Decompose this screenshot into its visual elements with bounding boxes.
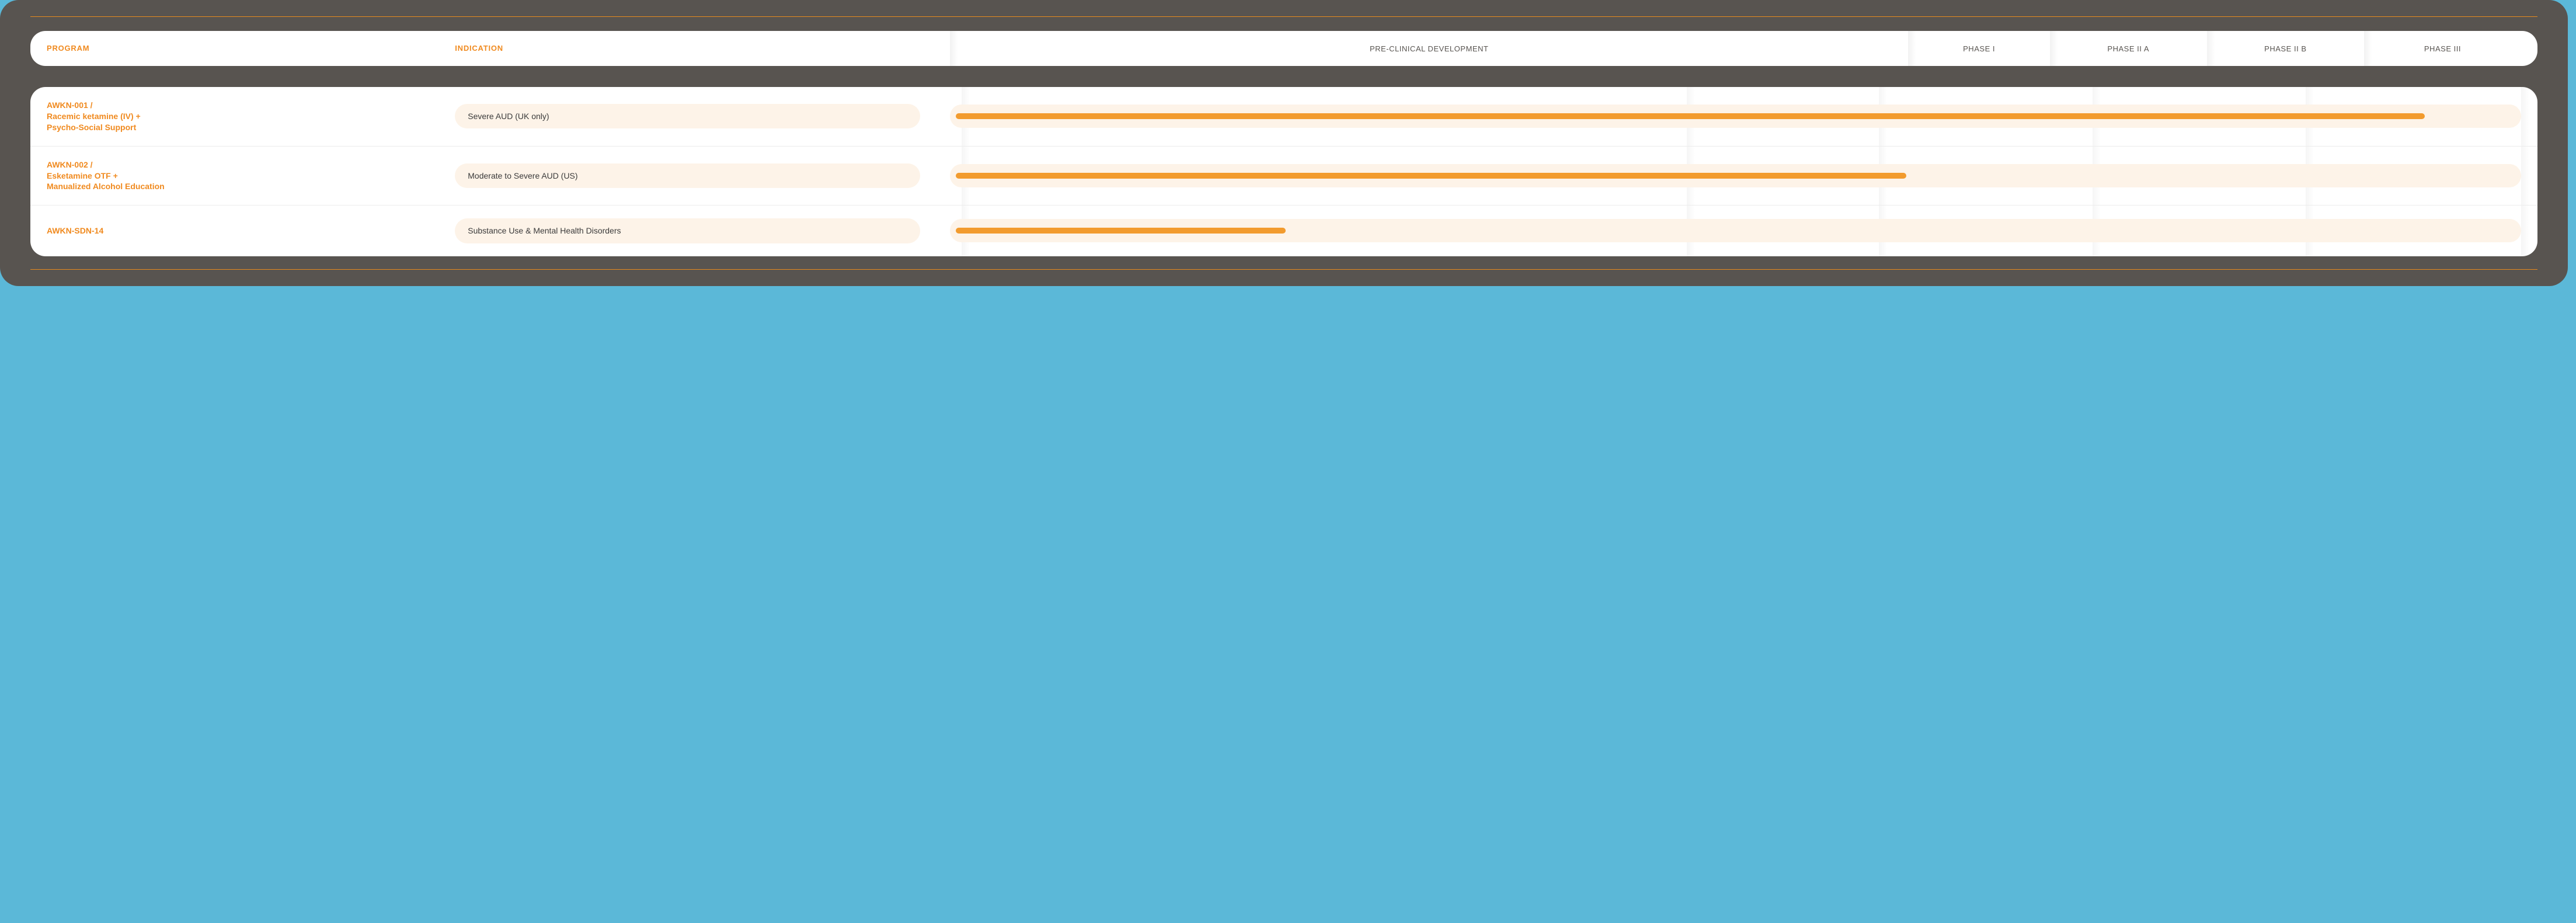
pipeline-row: AWKN-001 /Racemic ketamine (IV) +Psycho-… [30,87,2537,146]
program-name: AWKN-002 /Esketamine OTF +Manualized Alc… [47,159,455,193]
indication-pill: Moderate to Severe AUD (US) [455,163,920,188]
phase-separator [1908,31,1916,66]
header-indication-label: INDICATION [455,44,503,53]
bottom-rule [30,269,2537,270]
progress-bar [956,228,1286,234]
pipeline-row: AWKN-002 /Esketamine OTF +Manualized Alc… [30,146,2537,206]
progress-track [950,219,2521,242]
progress-bar [956,173,1906,179]
phase-separator [2207,31,2215,66]
program-name: AWKN-001 /Racemic ketamine (IV) +Psycho-… [47,100,455,133]
phase-header-label: PHASE II A [2107,44,2149,53]
pipeline-header: PROGRAM INDICATION PRE-CLINICAL DEVELOPM… [30,31,2537,66]
phase-separator [2050,31,2058,66]
phase-header-cell: PHASE II B [2207,44,2364,53]
pipeline-row: AWKN-SDN-14Substance Use & Mental Health… [30,205,2537,256]
phase-header-label: PHASE II B [2264,44,2306,53]
indication-pill: Substance Use & Mental Health Disorders [455,218,920,243]
phase-separator [2364,31,2372,66]
phase-separator [950,31,958,66]
program-name: AWKN-SDN-14 [47,225,455,236]
phase-header-label: PHASE III [2424,44,2461,53]
progress-track [950,105,2521,128]
header-program-label: PROGRAM [47,44,89,53]
phase-header-cell: PHASE II A [2050,44,2207,53]
pipeline-body: AWKN-001 /Racemic ketamine (IV) +Psycho-… [30,87,2537,256]
phase-header-label: PHASE I [1963,44,1995,53]
phase-header-cell: PHASE III [2364,44,2521,53]
header-phases: PRE-CLINICAL DEVELOPMENT PHASE I PHASE II … [950,44,2521,53]
top-rule [30,16,2537,17]
phase-header-cell: PHASE I [1908,44,2049,53]
progress-bar [956,113,2425,119]
phase-header-label: PRE-CLINICAL DEVELOPMENT [1370,44,1488,53]
indication-pill: Severe AUD (UK only) [455,104,920,128]
pipeline-panel: PROGRAM INDICATION PRE-CLINICAL DEVELOPM… [0,0,2568,286]
progress-track [950,164,2521,187]
phase-header-cell: PRE-CLINICAL DEVELOPMENT [950,44,1909,53]
